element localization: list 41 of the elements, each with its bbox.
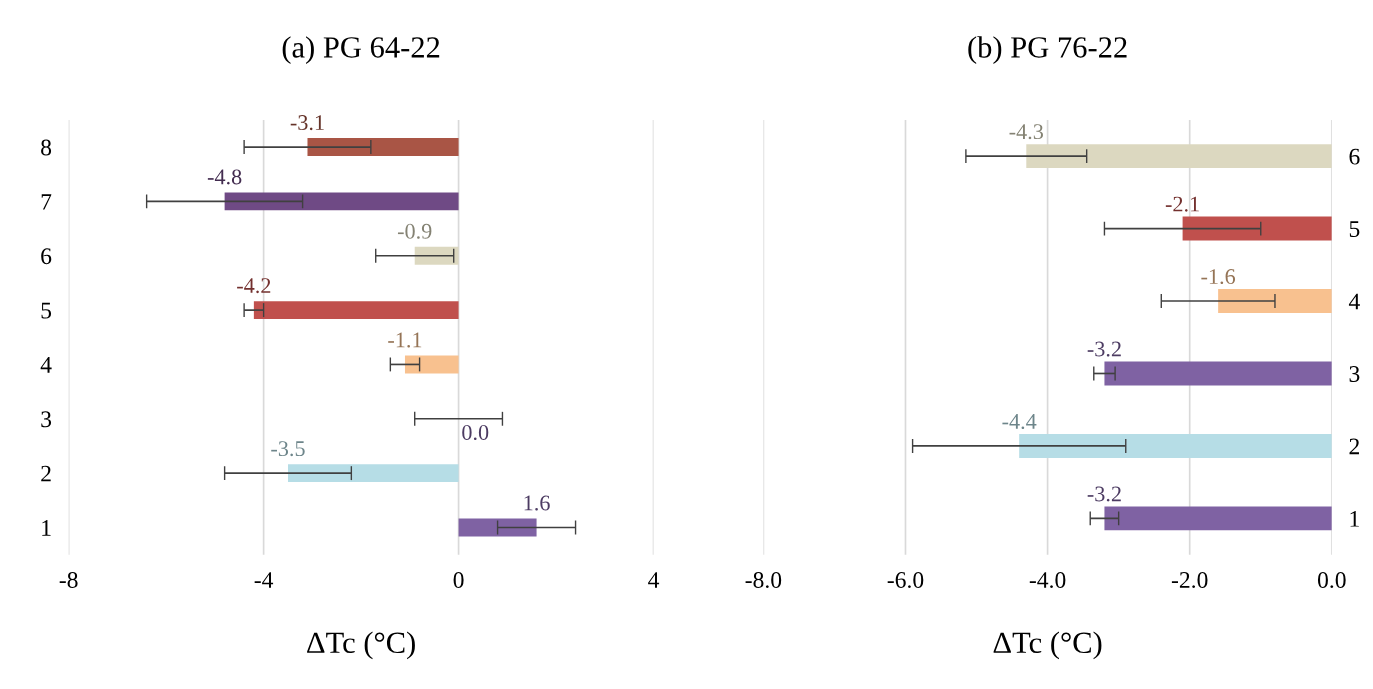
data-label: -0.9 <box>397 223 432 239</box>
x-axis-title: ΔTc (°C) <box>307 631 415 660</box>
data-label: -4.3 <box>1009 124 1043 140</box>
x-tick-label: 0 <box>453 571 464 588</box>
data-label: -3.2 <box>1087 486 1121 502</box>
y-tick-label: 5 <box>41 302 52 319</box>
y-tick-label: 8 <box>41 139 52 156</box>
y-tick-label: 6 <box>1349 148 1360 165</box>
data-label: -2.1 <box>1165 196 1199 212</box>
y-tick-label: 2 <box>1349 438 1359 455</box>
data-label: -1.1 <box>388 332 422 348</box>
x-tick-label: -6.0 <box>887 571 924 589</box>
data-label: -3.1 <box>290 115 324 131</box>
data-label: -3.5 <box>271 441 305 457</box>
data-label: 1.6 <box>524 495 550 511</box>
y-tick-label: 3 <box>1349 366 1360 382</box>
y-tick-label: 4 <box>1348 293 1360 310</box>
y-tick-label: 7 <box>41 194 52 210</box>
data-label: -4.4 <box>1002 414 1037 430</box>
y-tick-label: 5 <box>1349 221 1360 237</box>
chart-title: (b) PG 76-22 <box>968 36 1127 64</box>
chart-title: (a) PG 64-22 <box>282 36 440 64</box>
x-tick-label: 0.0 <box>1317 571 1346 589</box>
y-tick-label: 1 <box>42 520 51 536</box>
x-tick-label: -4.0 <box>1029 571 1066 589</box>
data-label: -1.6 <box>1201 269 1236 285</box>
x-tick-label: -4 <box>254 572 274 588</box>
y-tick-label: 4 <box>40 357 52 373</box>
y-tick-label: 6 <box>41 248 52 265</box>
x-tick-label: -8.0 <box>745 571 782 589</box>
x-tick-label: -2.0 <box>1171 571 1208 589</box>
data-label: 0.0 <box>462 424 489 441</box>
x-tick-label: -8 <box>59 571 78 588</box>
y-tick-label: 1 <box>1350 511 1359 527</box>
x-tick-label: 4 <box>648 572 660 588</box>
y-tick-label: 2 <box>41 465 51 482</box>
data-label: -3.2 <box>1087 341 1121 357</box>
x-axis-title: ΔTc (°C) <box>993 631 1102 660</box>
data-label: -4.8 <box>207 169 242 185</box>
y-tick-label: 3 <box>41 411 52 428</box>
data-label: -4.2 <box>237 278 271 294</box>
